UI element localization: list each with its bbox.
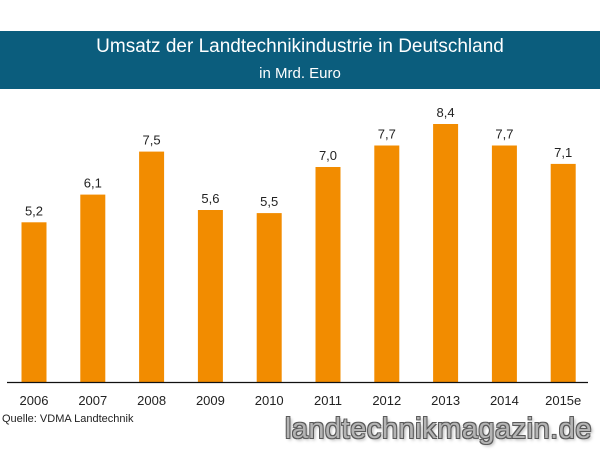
x-tick-label-2008: 2008 bbox=[137, 393, 166, 408]
data-label-2009: 5,6 bbox=[201, 191, 219, 206]
bar-2008 bbox=[139, 151, 165, 382]
x-tick-label-2015e: 2015e bbox=[545, 393, 581, 408]
bar-2014 bbox=[491, 145, 517, 382]
bar-2009 bbox=[197, 210, 223, 382]
bar-2012 bbox=[374, 145, 400, 382]
data-label-2015e: 7,1 bbox=[554, 145, 572, 160]
data-label-2006: 5,2 bbox=[25, 203, 43, 218]
data-label-2014: 7,7 bbox=[495, 127, 513, 142]
data-label-2010: 5,5 bbox=[260, 194, 278, 209]
bar-2015e bbox=[550, 163, 576, 382]
x-tick-label-2009: 2009 bbox=[196, 393, 225, 408]
data-label-2013: 8,4 bbox=[437, 105, 455, 120]
x-tick-label-2011: 2011 bbox=[314, 393, 342, 408]
x-tick-label-2014: 2014 bbox=[490, 393, 519, 408]
chart-title: Umsatz der Landtechnikindustrie in Deuts… bbox=[96, 36, 504, 57]
x-tick-label-2006: 2006 bbox=[20, 393, 49, 408]
data-label-2008: 7,5 bbox=[143, 133, 161, 148]
data-label-2012: 7,7 bbox=[378, 127, 396, 142]
bar-2013 bbox=[433, 124, 459, 382]
data-label-2011: 7,0 bbox=[319, 148, 337, 163]
data-label-2007: 6,1 bbox=[84, 176, 102, 191]
bar-2007 bbox=[80, 194, 106, 382]
chart-header: Umsatz der Landtechnikindustrie in Deuts… bbox=[0, 31, 600, 89]
bar-2010 bbox=[256, 213, 282, 382]
bar-2011 bbox=[315, 167, 341, 382]
watermark-logo: landtechnikmagazin.de bbox=[284, 413, 592, 445]
x-tick-label-2013: 2013 bbox=[431, 393, 460, 408]
source-note: Quelle: VDMA Landtechnik bbox=[2, 413, 134, 425]
bar-2006 bbox=[21, 222, 47, 382]
x-tick-label-2007: 2007 bbox=[78, 393, 107, 408]
x-tick-label-2012: 2012 bbox=[372, 393, 401, 408]
chart-subtitle: in Mrd. Euro bbox=[259, 65, 341, 82]
x-tick-label-2010: 2010 bbox=[255, 393, 284, 408]
